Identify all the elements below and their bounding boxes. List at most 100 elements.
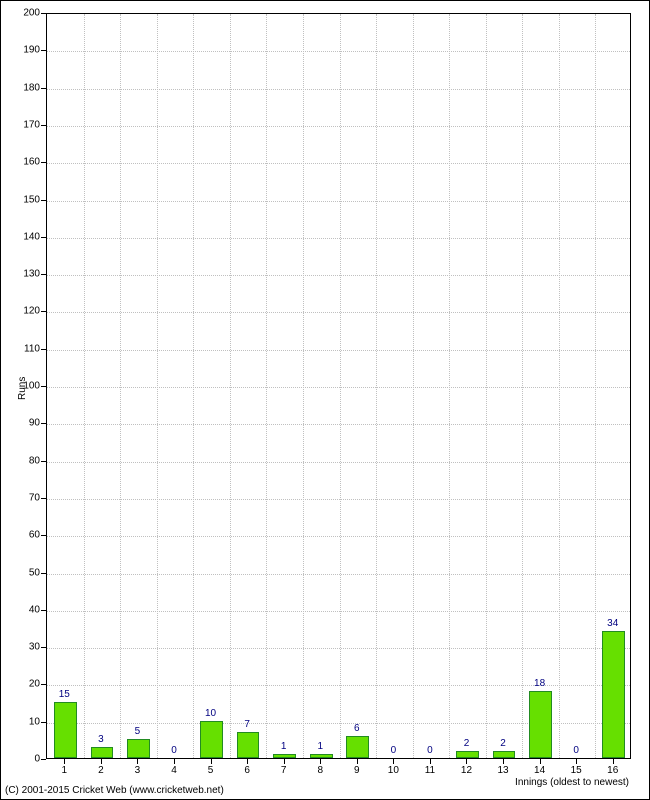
bar-value-label: 2: [446, 738, 486, 749]
y-tick-mark: [41, 162, 46, 163]
x-tick-label: 15: [561, 765, 591, 776]
bar-value-label: 34: [593, 618, 633, 629]
y-tick-label: 40: [16, 604, 40, 615]
gridline-horizontal: [47, 201, 630, 202]
y-tick-label: 80: [16, 455, 40, 466]
y-tick-mark: [41, 722, 46, 723]
x-tick-label: 2: [86, 765, 116, 776]
x-tick-mark: [284, 759, 285, 764]
bar-value-label: 5: [117, 726, 157, 737]
x-tick-label: 12: [451, 765, 481, 776]
x-tick-mark: [503, 759, 504, 764]
chart-frame: Runs Innings (oldest to newest) (C) 2001…: [0, 0, 650, 800]
y-tick-mark: [41, 684, 46, 685]
x-tick-label: 4: [159, 765, 189, 776]
gridline-horizontal: [47, 462, 630, 463]
gridline-horizontal: [47, 611, 630, 612]
bar-value-label: 0: [373, 745, 413, 756]
gridline-horizontal: [47, 238, 630, 239]
y-tick-mark: [41, 423, 46, 424]
x-tick-mark: [211, 759, 212, 764]
bar: [200, 721, 223, 758]
bar-value-label: 0: [154, 745, 194, 756]
bar-value-label: 18: [520, 678, 560, 689]
gridline-vertical: [230, 14, 231, 758]
gridline-horizontal: [47, 51, 630, 52]
y-tick-label: 110: [16, 343, 40, 354]
x-tick-mark: [357, 759, 358, 764]
y-tick-mark: [41, 386, 46, 387]
y-tick-label: 180: [16, 82, 40, 93]
x-tick-label: 7: [269, 765, 299, 776]
x-tick-mark: [613, 759, 614, 764]
y-tick-label: 170: [16, 119, 40, 130]
y-tick-label: 140: [16, 231, 40, 242]
y-tick-mark: [41, 88, 46, 89]
gridline-vertical: [157, 14, 158, 758]
x-tick-mark: [466, 759, 467, 764]
gridline-horizontal: [47, 350, 630, 351]
y-tick-mark: [41, 274, 46, 275]
bar: [310, 754, 333, 758]
x-tick-label: 13: [488, 765, 518, 776]
y-tick-label: 50: [16, 567, 40, 578]
bar: [346, 736, 369, 758]
bar-value-label: 0: [410, 745, 450, 756]
x-tick-label: 6: [232, 765, 262, 776]
y-tick-label: 0: [16, 754, 40, 765]
bar: [91, 747, 114, 758]
y-tick-label: 150: [16, 194, 40, 205]
y-tick-label: 160: [16, 157, 40, 168]
y-tick-label: 10: [16, 716, 40, 727]
x-tick-mark: [320, 759, 321, 764]
y-tick-label: 200: [16, 8, 40, 19]
y-tick-mark: [41, 13, 46, 14]
y-tick-mark: [41, 610, 46, 611]
gridline-vertical: [193, 14, 194, 758]
bar-value-label: 6: [337, 723, 377, 734]
y-tick-mark: [41, 535, 46, 536]
gridline-vertical: [84, 14, 85, 758]
bar: [127, 739, 150, 758]
x-tick-mark: [174, 759, 175, 764]
x-tick-label: 10: [378, 765, 408, 776]
y-tick-label: 30: [16, 642, 40, 653]
x-tick-label: 9: [342, 765, 372, 776]
x-tick-label: 5: [196, 765, 226, 776]
gridline-vertical: [120, 14, 121, 758]
x-tick-mark: [430, 759, 431, 764]
gridline-vertical: [486, 14, 487, 758]
y-tick-label: 120: [16, 306, 40, 317]
x-tick-mark: [137, 759, 138, 764]
y-tick-mark: [41, 647, 46, 648]
bar-value-label: 1: [264, 741, 304, 752]
bar-value-label: 1: [300, 741, 340, 752]
bar-value-label: 10: [191, 708, 231, 719]
gridline-horizontal: [47, 424, 630, 425]
gridline-vertical: [449, 14, 450, 758]
x-tick-mark: [101, 759, 102, 764]
gridline-vertical: [413, 14, 414, 758]
bar: [529, 691, 552, 758]
bar: [456, 751, 479, 758]
y-tick-mark: [41, 311, 46, 312]
gridline-vertical: [559, 14, 560, 758]
bar-value-label: 2: [483, 738, 523, 749]
y-tick-label: 20: [16, 679, 40, 690]
x-tick-label: 8: [305, 765, 335, 776]
y-tick-mark: [41, 237, 46, 238]
y-tick-mark: [41, 50, 46, 51]
y-tick-mark: [41, 125, 46, 126]
gridline-vertical: [595, 14, 596, 758]
x-tick-mark: [64, 759, 65, 764]
bar-value-label: 7: [227, 719, 267, 730]
gridline-vertical: [376, 14, 377, 758]
x-tick-label: 14: [525, 765, 555, 776]
x-tick-label: 11: [415, 765, 445, 776]
bar: [493, 751, 516, 758]
y-tick-label: 70: [16, 492, 40, 503]
gridline-horizontal: [47, 574, 630, 575]
bar: [237, 732, 260, 758]
x-tick-label: 1: [49, 765, 79, 776]
x-tick-label: 16: [598, 765, 628, 776]
